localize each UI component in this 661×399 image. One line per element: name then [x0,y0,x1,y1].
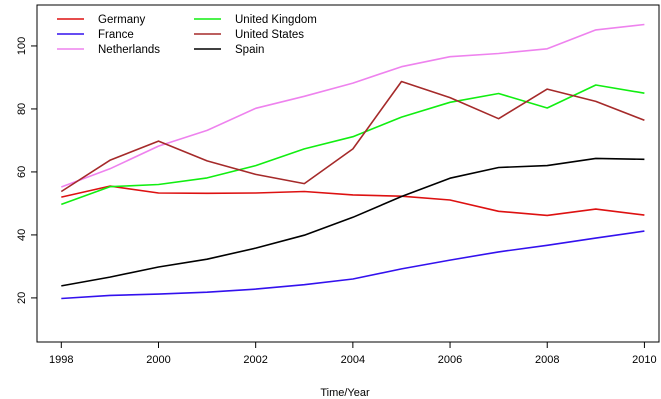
y-tick-label: 40 [16,229,28,241]
y-tick-label: 100 [16,37,28,55]
y-tick-label: 80 [16,103,28,115]
plot-frame [36,4,660,343]
legend-label-spain: Spain [235,44,264,56]
series-line-germany [61,185,645,217]
y-tick-label: 20 [16,292,28,304]
x-tick-label: 2008 [535,354,559,366]
x-tick-label: 2006 [438,354,462,366]
series-line-spain [61,157,645,287]
x-tick-label: 1998 [49,354,73,366]
series-lines [60,23,645,300]
legend: Germany France Netherlands United Kingdom Un… [57,14,317,56]
series-line-france [61,230,645,300]
x-tick-label: 2000 [146,354,170,366]
series-line-united-states [60,80,645,193]
legend-label-netherlands: Netherlands [98,44,160,56]
series-line-united-kingdom [61,84,645,206]
legend-label-united-states: United States [235,29,304,41]
axes: 1998 2000 2002 2004 2006 2008 2010 20 40 60 80 100 [16,37,657,366]
legend-label-france: France [98,29,134,41]
series-line-netherlands [61,23,645,188]
y-tick-label: 60 [16,166,28,178]
legend-label-germany: Germany [98,14,146,26]
legend-label-united-kingdom: United Kingdom [235,14,317,26]
x-tick-label: 2004 [341,354,365,366]
x-tick-label: 2002 [243,354,267,366]
x-tick-label: 2010 [632,354,656,366]
x-axis-title: Time/Year [320,387,370,399]
